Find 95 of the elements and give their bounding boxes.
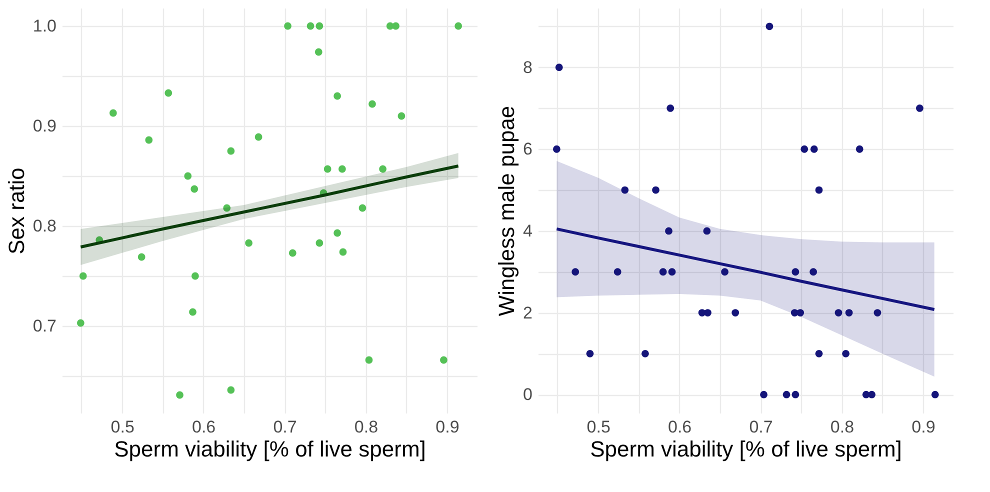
point [792, 390, 800, 398]
point [368, 100, 376, 108]
point [284, 22, 292, 30]
y-tick-label: 2 [523, 303, 532, 322]
line-series [79, 164, 460, 248]
point [191, 272, 199, 280]
y-tick-label: 0 [523, 385, 532, 404]
point [931, 390, 939, 398]
point [76, 319, 84, 327]
point [810, 145, 818, 153]
point [324, 165, 332, 173]
point [621, 186, 629, 194]
point [815, 186, 823, 194]
point [659, 268, 667, 276]
point [916, 104, 924, 112]
point [227, 386, 235, 394]
point [845, 309, 853, 316]
point [288, 249, 296, 257]
point [176, 391, 184, 399]
point [316, 239, 324, 247]
point [834, 309, 842, 316]
x-tick-label: 0.6 [668, 418, 692, 436]
x-tick-label: 0.8 [354, 418, 378, 436]
point [856, 145, 864, 153]
y-axis-title: Wingless male pupae [494, 106, 520, 316]
x-tick-label: 0.7 [273, 418, 297, 436]
point [792, 268, 800, 276]
x-tick-label: 0.7 [749, 418, 773, 436]
point [721, 268, 728, 276]
point [227, 147, 235, 155]
point [306, 22, 314, 30]
point [254, 133, 262, 141]
point [379, 165, 386, 173]
point [800, 145, 808, 153]
point [766, 22, 774, 30]
point [398, 112, 406, 120]
x-axis-title: Sperm viability [% of live sperm] [590, 436, 902, 462]
point [555, 64, 563, 72]
point [868, 390, 876, 398]
point [109, 109, 117, 117]
y-tick-label: 6 [523, 140, 532, 159]
x-tick-label: 0.5 [110, 418, 134, 436]
x-tick-label: 0.5 [586, 418, 610, 436]
x-axis-title: Sperm viability [% of live sperm] [114, 436, 426, 462]
point [392, 22, 400, 30]
point [184, 172, 192, 180]
point [338, 165, 346, 173]
point [164, 89, 172, 97]
x-tick-label: 0.9 [912, 418, 936, 436]
x-tick-label: 0.9 [436, 418, 460, 436]
x-tick-label: 0.6 [192, 418, 216, 436]
point [796, 309, 804, 316]
point [454, 22, 462, 30]
point [572, 268, 580, 276]
y-tick-label: 1.0 [32, 16, 56, 36]
point [190, 185, 198, 193]
y-tick-label: 0.8 [32, 216, 56, 236]
point [79, 272, 87, 280]
point [314, 48, 322, 56]
point [552, 145, 560, 153]
point [614, 268, 622, 276]
point [586, 350, 594, 358]
point [189, 308, 196, 316]
point [665, 227, 672, 235]
point [704, 309, 712, 316]
point [245, 239, 252, 247]
point [145, 136, 153, 144]
point [138, 253, 146, 261]
point [334, 229, 342, 237]
x-tick-label: 0.8 [830, 418, 854, 436]
point [652, 186, 660, 194]
point [703, 227, 711, 235]
point [334, 92, 342, 100]
y-tick-label: 0.9 [32, 116, 56, 136]
point [732, 309, 740, 316]
point [339, 248, 347, 256]
y-axis-title: Sex ratio [4, 168, 29, 254]
point [358, 204, 366, 212]
point [641, 350, 649, 358]
y-tick-label: 4 [523, 221, 532, 240]
point [782, 390, 790, 398]
point [440, 356, 448, 364]
point [316, 22, 324, 30]
point [815, 350, 823, 358]
point [842, 350, 850, 358]
point [365, 356, 373, 364]
y-tick-label: 8 [523, 58, 532, 77]
point [874, 309, 882, 316]
point [760, 390, 768, 398]
y-tick-label: 0.7 [32, 316, 56, 336]
point [810, 268, 818, 276]
point [223, 204, 231, 212]
point [666, 104, 674, 112]
point [668, 268, 676, 276]
line-series [555, 227, 936, 311]
